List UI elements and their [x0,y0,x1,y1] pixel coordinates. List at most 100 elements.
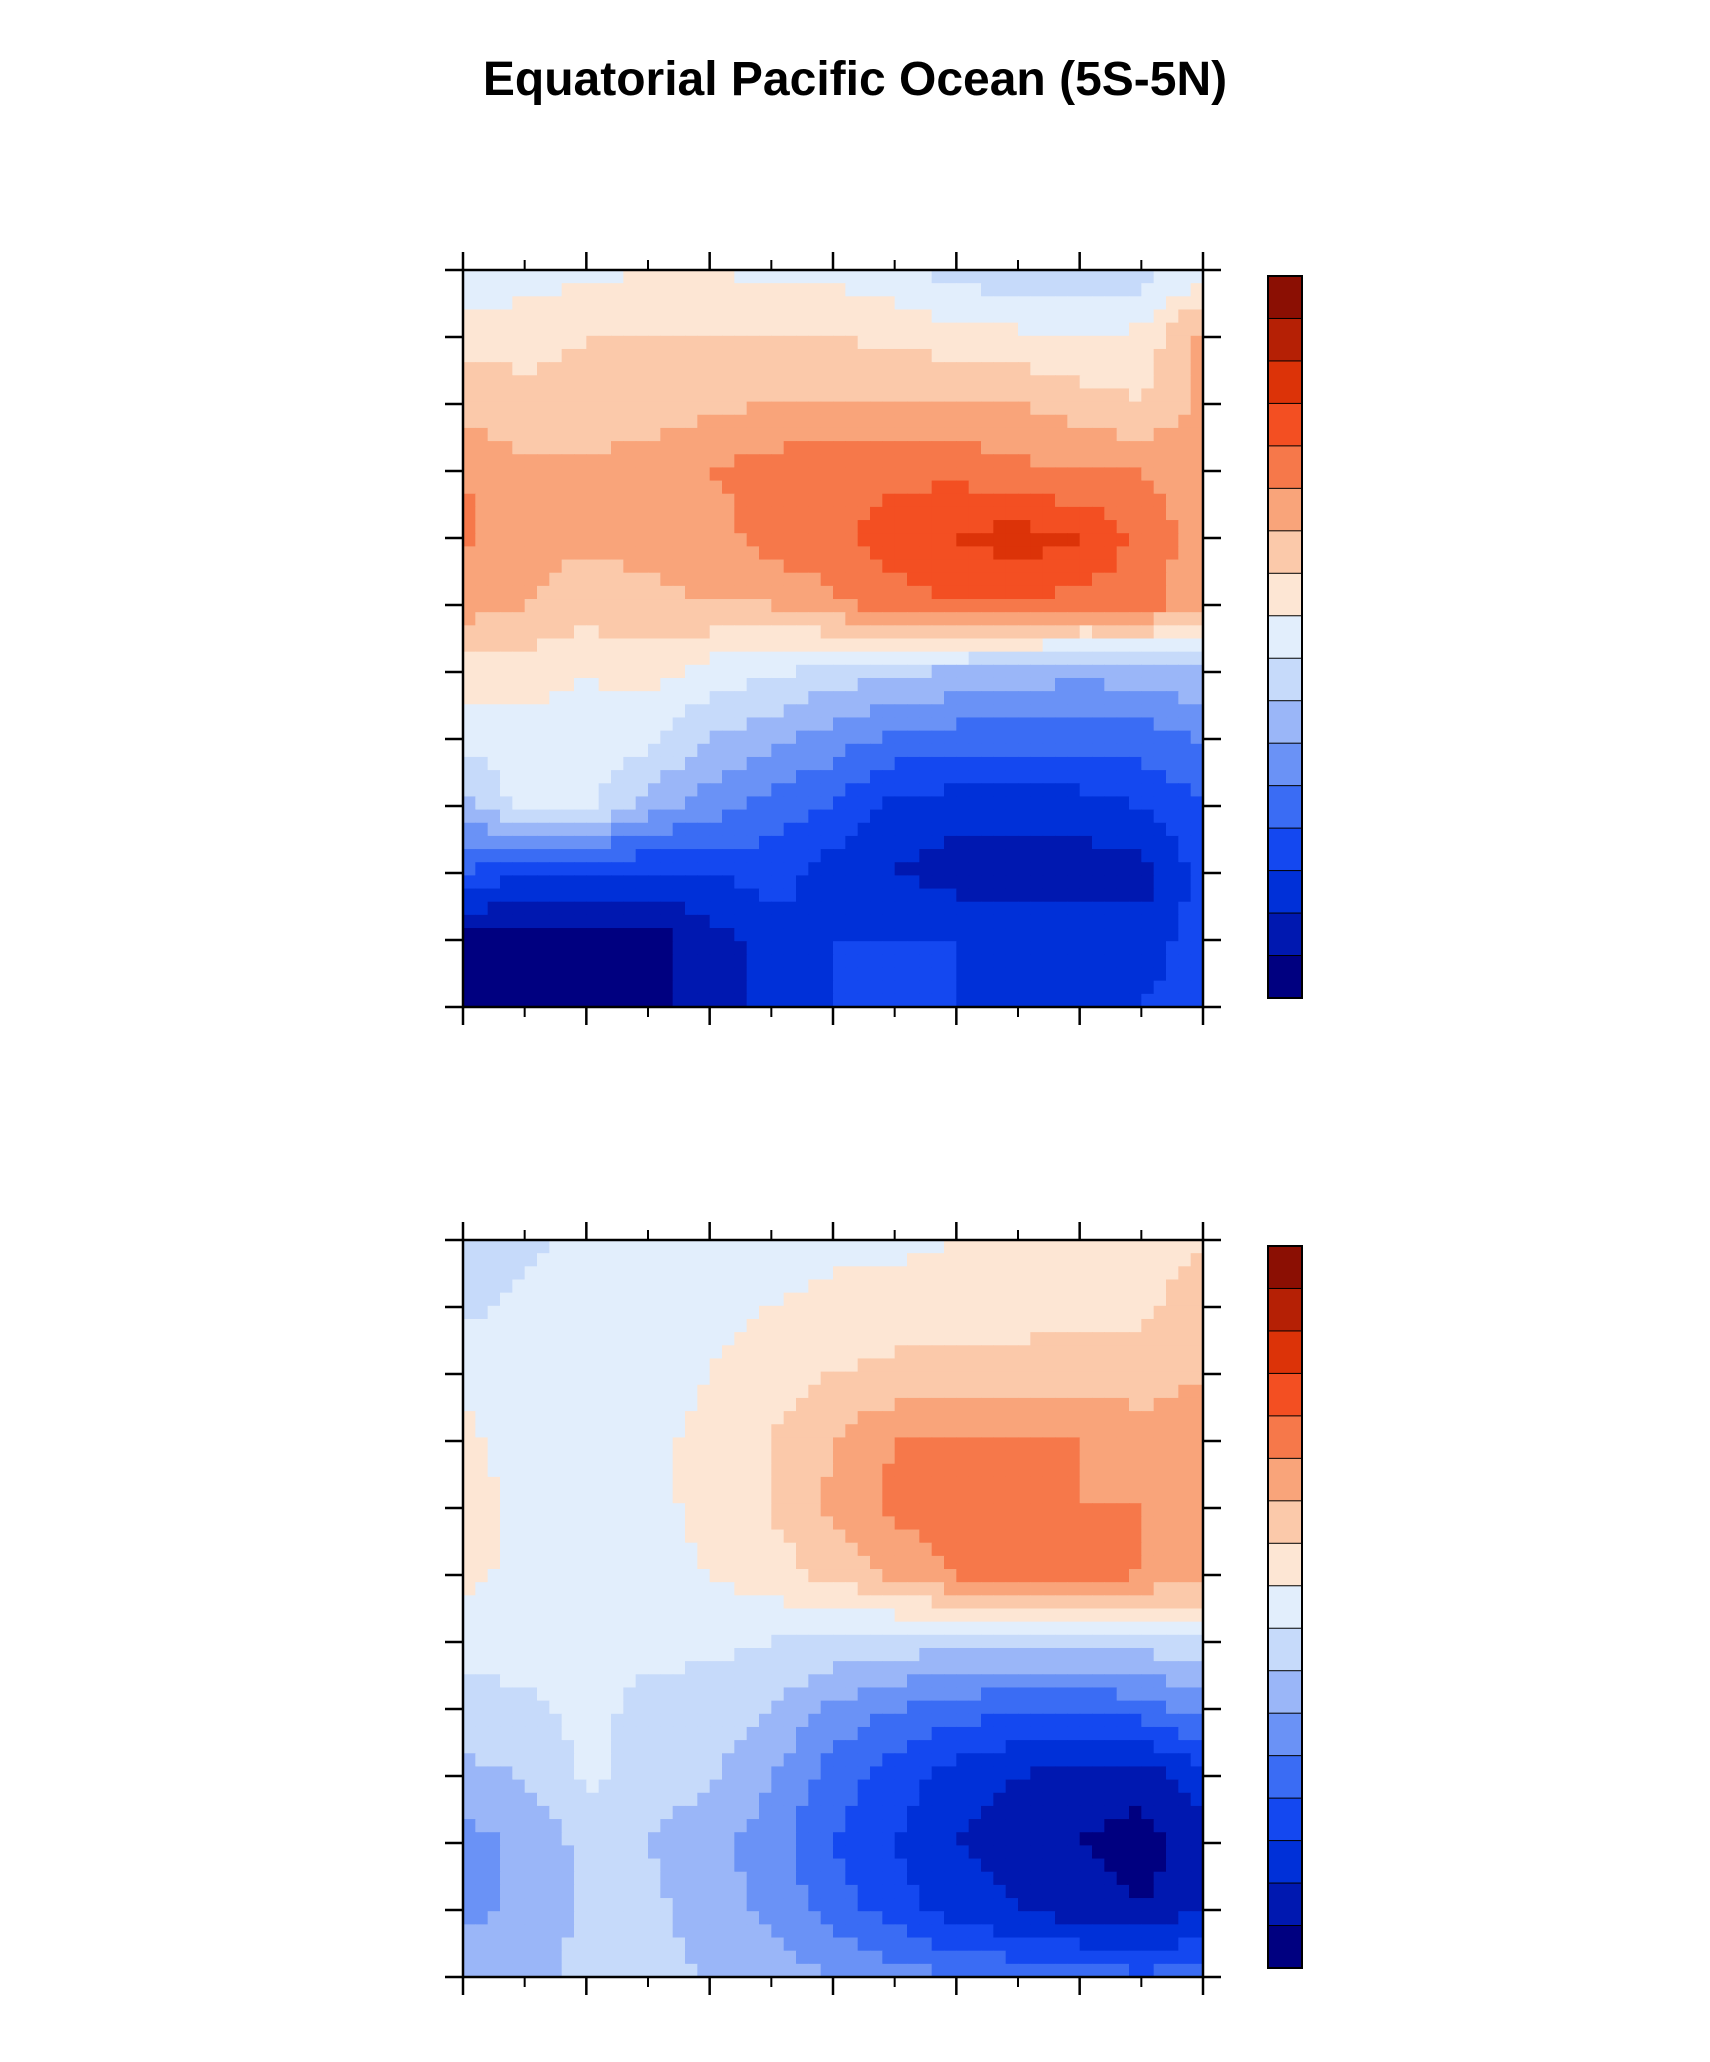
heatmap-cell [537,756,550,771]
heatmap-cell [968,454,982,469]
heatmap-cell [944,1450,957,1465]
heatmap-cell [524,414,538,429]
heatmap-cell [1042,348,1056,363]
heatmap-cell [697,1542,711,1557]
heatmap-cell [1067,980,1081,995]
heatmap-cell [796,664,809,679]
heatmap-cell [833,1358,846,1373]
heatmap-cell [1005,454,1019,469]
heatmap-cell [1153,283,1167,297]
heatmap-cell [697,585,711,600]
heatmap-cell [956,1503,970,1517]
heatmap-cell [1153,1437,1167,1452]
heatmap-cell [672,770,686,784]
heatmap-cell [944,783,957,798]
heatmap-cell [931,1332,945,1346]
heatmap-cell [734,1450,748,1465]
heatmap-cell [697,928,711,942]
heatmap-cell [586,572,600,587]
heatmap-cell [623,322,637,337]
heatmap-cell [722,638,735,653]
heatmap-cell [746,822,760,837]
heatmap-cell [1104,1292,1118,1307]
heatmap-cell [981,585,994,600]
heatmap-cell [549,546,563,561]
heatmap-cell [1141,1476,1155,1491]
heatmap-cell [549,1503,563,1517]
heatmap-cell [968,1371,982,1386]
heatmap-cell [1079,1384,1093,1399]
heatmap-cell [968,954,982,969]
heatmap-cell [1005,664,1019,679]
heatmap-cell [1153,730,1167,745]
heatmap-cell [549,993,563,1008]
heatmap-cell [1018,1503,1031,1517]
heatmap-cell [894,822,908,837]
heatmap-cell [574,296,587,311]
heatmap-cell [598,1384,612,1399]
heatmap-cell [623,730,637,745]
heatmap-cell [820,441,834,455]
heatmap-cell [833,441,846,455]
heatmap-cell [746,1292,760,1307]
heatmap-cell [783,335,797,350]
heatmap-cell [981,796,994,811]
heatmap-cell [685,1305,698,1320]
heatmap-cell [463,1397,476,1412]
heatmap-cell [981,1411,994,1425]
heatmap-cell [611,348,624,363]
heatmap-cell [549,270,563,284]
heatmap-cell [1166,612,1179,626]
heatmap-cell [709,296,723,311]
heatmap-cell [944,1437,957,1452]
heatmap-cell [968,1266,982,1281]
heatmap-cell [475,1490,489,1504]
heatmap-cell [672,375,686,390]
heatmap-cell [1153,967,1167,982]
heatmap-cell [820,1542,834,1557]
heatmap-cell [1005,1463,1019,1478]
heatmap-cell [537,348,550,363]
heatmap-cell [1055,546,1068,561]
heatmap-cell [1166,1266,1179,1281]
heatmap-cell [549,1358,563,1373]
heatmap-cell [709,980,723,995]
heatmap-cell [598,1345,612,1360]
heatmap-cell [771,835,785,850]
heatmap-cell [709,1529,723,1544]
heatmap-cell [1153,677,1167,692]
heatmap-cell [1190,401,1204,416]
heatmap-cell [796,1384,809,1399]
heatmap-cell [1116,809,1130,824]
heatmap-cell [968,783,982,798]
heatmap-cell [537,1345,550,1360]
heatmap-cell [857,493,871,508]
heatmap-cell [660,730,674,745]
heatmap-cell [623,572,637,587]
heatmap-cell [598,520,612,534]
heatmap-cell [500,677,513,692]
heatmap-cell [475,1384,489,1399]
heatmap-cell [907,1305,920,1320]
heatmap-cell [1166,1292,1179,1307]
heatmap-cell [1055,1240,1068,1254]
heatmap-cell [487,388,501,403]
heatmap-cell [919,928,933,942]
heatmap-cell [598,427,612,442]
heatmap-cell [672,756,686,771]
heatmap-cell [561,427,575,442]
heatmap-cell [500,664,513,679]
heatmap-cell [808,1463,822,1478]
heatmap-cell [1141,901,1155,916]
heatmap-cell [771,296,785,311]
heatmap-cell [759,585,772,600]
heatmap-cell [500,1384,513,1399]
heatmap-cell [1018,691,1031,705]
heatmap-cell [1166,1542,1179,1557]
heatmap-cell [598,691,612,705]
heatmap-cell [623,1503,637,1517]
heatmap-cell [500,533,513,547]
heatmap-cell [475,572,489,587]
heatmap-cell [660,506,674,521]
heatmap-cell [475,454,489,469]
